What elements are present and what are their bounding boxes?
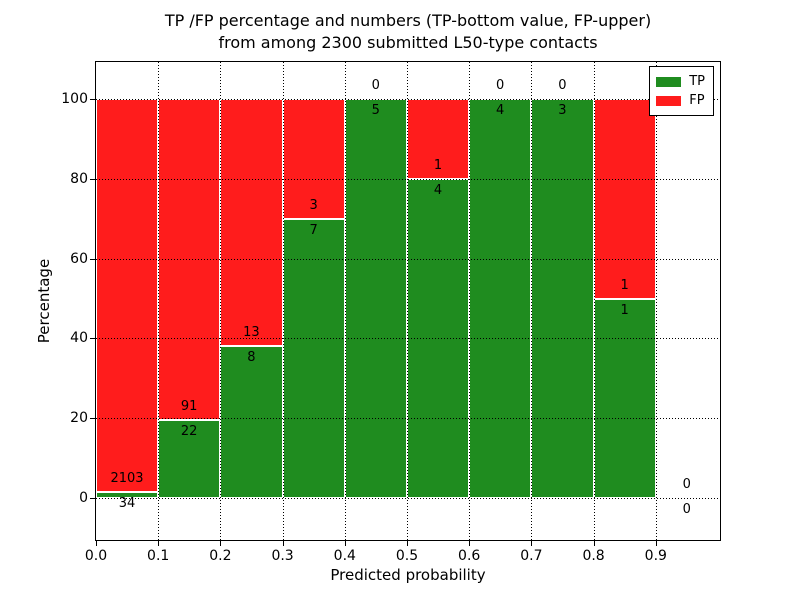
tp-count-label: 8: [247, 349, 256, 365]
tp-count-label: 7: [309, 222, 318, 238]
bar-segment-tp: [220, 345, 283, 498]
bar-segment-tp: [96, 491, 159, 498]
x-axis-tick: [531, 541, 533, 546]
y-tick-label: 20: [70, 410, 88, 427]
fp-count-label: 1: [620, 277, 629, 293]
y-axis-tick: [90, 99, 95, 100]
bar-segment-tp: [282, 218, 345, 498]
gridline-vertical: [469, 62, 471, 540]
tp-count-label: 5: [371, 103, 380, 118]
legend: TP FP: [649, 66, 714, 116]
fp-count-label: 2103: [110, 470, 144, 486]
gridline-vertical: [593, 62, 595, 540]
gridline-horizontal: [96, 418, 720, 420]
tp-legend-swatch: [656, 76, 682, 87]
tp-count-label: 34: [118, 495, 136, 511]
x-axis-label: Predicted probability: [330, 566, 486, 584]
gridline-vertical: [158, 62, 160, 540]
legend-item-tp: TP: [656, 72, 705, 91]
gridline-horizontal: [96, 498, 720, 499]
chart-title: TP /FP percentage and numbers (TP-bottom…: [95, 10, 721, 54]
gridline-horizontal: [96, 178, 720, 180]
y-tick-label: 0: [79, 490, 88, 506]
x-axis-tick: [96, 541, 97, 546]
bar-segment-tp: [344, 99, 407, 498]
fp-count-label: 0: [496, 78, 505, 93]
gridline-vertical: [655, 62, 657, 540]
fp-legend-swatch: [656, 95, 682, 106]
x-axis-tick: [344, 541, 346, 546]
x-tick-label: 0.7: [520, 548, 543, 564]
tp-count-label: 0: [682, 502, 691, 517]
bar-segment-tp: [593, 298, 656, 498]
bar-segment-fp: [158, 99, 221, 421]
chart-title-line2: from among 2300 submitted L50-type conta…: [218, 33, 598, 52]
fp-count-label: 1: [433, 157, 443, 173]
tp-count-label: 3: [558, 103, 567, 118]
legend-item-fp: FP: [656, 91, 705, 110]
x-tick-label: 0.6: [458, 548, 481, 564]
x-axis-tick: [593, 541, 595, 546]
y-tick-label: 60: [70, 250, 88, 267]
x-tick-label: 0.3: [271, 548, 294, 564]
tp-count-label: 4: [433, 182, 443, 198]
tp-count-label: 4: [496, 103, 505, 118]
bar-segment-tp: [531, 99, 594, 498]
x-axis-tick: [655, 541, 657, 546]
x-axis-tick: [407, 541, 408, 546]
x-tick-label: 0.5: [395, 548, 419, 564]
y-tick-label: 80: [70, 170, 88, 187]
x-tick-label: 0.2: [209, 548, 232, 564]
gridline-vertical: [220, 62, 222, 540]
y-axis-label: Percentage: [35, 258, 53, 344]
y-tick-label: 100: [61, 91, 88, 107]
gridline-horizontal: [96, 338, 720, 340]
x-axis-tick: [469, 541, 471, 546]
plot-area: 2103 34 91 22 13 8 3 7 0 5 1 4 0 4 0 3 1 1 0 0 TP FP: [95, 61, 721, 541]
tp-legend-label: TP: [689, 74, 705, 89]
y-tick-label: 40: [70, 330, 88, 347]
tp-count-label: 22: [180, 424, 198, 440]
x-tick-label: 0.8: [582, 548, 605, 564]
chart-title-line1: TP /FP percentage and numbers (TP-bottom…: [164, 11, 652, 30]
y-axis-tick: [90, 418, 95, 420]
x-tick-label: 0.1: [147, 548, 170, 564]
y-axis-tick: [90, 178, 95, 180]
gridline-vertical: [344, 62, 346, 540]
y-axis-tick: [90, 498, 95, 499]
x-tick-label: 0.0: [84, 548, 108, 564]
x-axis-tick: [158, 541, 160, 546]
fp-count-label: 0: [371, 78, 380, 93]
fp-legend-label: FP: [689, 93, 705, 108]
gridline-horizontal: [96, 99, 720, 100]
gridline-vertical: [407, 62, 408, 540]
fp-count-label: 3: [309, 197, 318, 213]
bar-segment-fp: [96, 99, 159, 492]
gridline-vertical: [531, 62, 533, 540]
gridline-vertical: [282, 62, 284, 540]
gridline-horizontal: [96, 258, 720, 260]
fp-count-label: 0: [558, 78, 567, 93]
fp-count-label: 91: [180, 399, 198, 415]
fp-count-label: 13: [243, 324, 260, 340]
y-axis-tick: [90, 258, 95, 260]
x-axis-tick: [220, 541, 222, 546]
bar-segment-fp: [593, 99, 656, 299]
y-axis-tick: [90, 338, 95, 340]
bar-segment-fp: [220, 99, 283, 346]
bar-segment-fp: [282, 99, 345, 219]
x-tick-label: 0.9: [644, 548, 667, 564]
x-axis-tick: [282, 541, 284, 546]
bar-segment-tp: [469, 99, 532, 498]
x-tick-label: 0.4: [333, 548, 356, 564]
tp-count-label: 1: [620, 302, 629, 318]
fp-count-label: 0: [682, 477, 691, 492]
